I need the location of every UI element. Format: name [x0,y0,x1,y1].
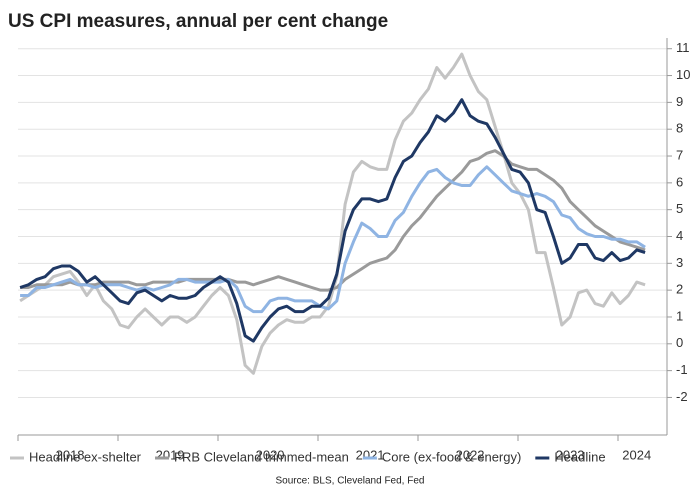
y-tick-label: 11 [676,40,690,55]
series-line [19,98,646,343]
x-tick-label: 2021 [356,447,385,462]
y-tick-label: 4 [676,228,683,243]
source-note: Source: BLS, Cleveland Fed, Fed [276,476,425,487]
y-tick-label: -1 [676,362,688,377]
series-line [20,165,646,314]
x-tick-label: 2024 [622,447,651,462]
x-tick-label: 2022 [456,447,485,462]
x-tick-label: 2023 [556,447,585,462]
y-tick-label: 6 [676,174,683,189]
y-tick-label: 7 [676,147,683,162]
y-tick-label: 1 [676,308,683,323]
x-tick-label: 2018 [56,447,85,462]
series-line [19,52,646,375]
legend-label: Headline ex-shelter [29,449,142,464]
legend-label: Headline [554,449,605,464]
y-tick-label: 10 [676,67,690,82]
legend-label: FRB Cleveland trimmed-mean [174,449,349,464]
y-tick-label: 0 [676,335,683,350]
x-tick-label: 2020 [256,447,285,462]
y-tick-label: 8 [676,121,683,136]
legend-label: Core (ex-food & energy) [382,449,521,464]
y-tick-label: 9 [676,94,683,109]
y-tick-label: -2 [676,389,688,404]
series-line [20,149,646,292]
chart-title: US CPI measures, annual per cent change [8,11,388,32]
y-tick-label: 3 [676,255,683,270]
y-tick-label: 5 [676,201,683,216]
y-tick-label: 2 [676,282,683,297]
